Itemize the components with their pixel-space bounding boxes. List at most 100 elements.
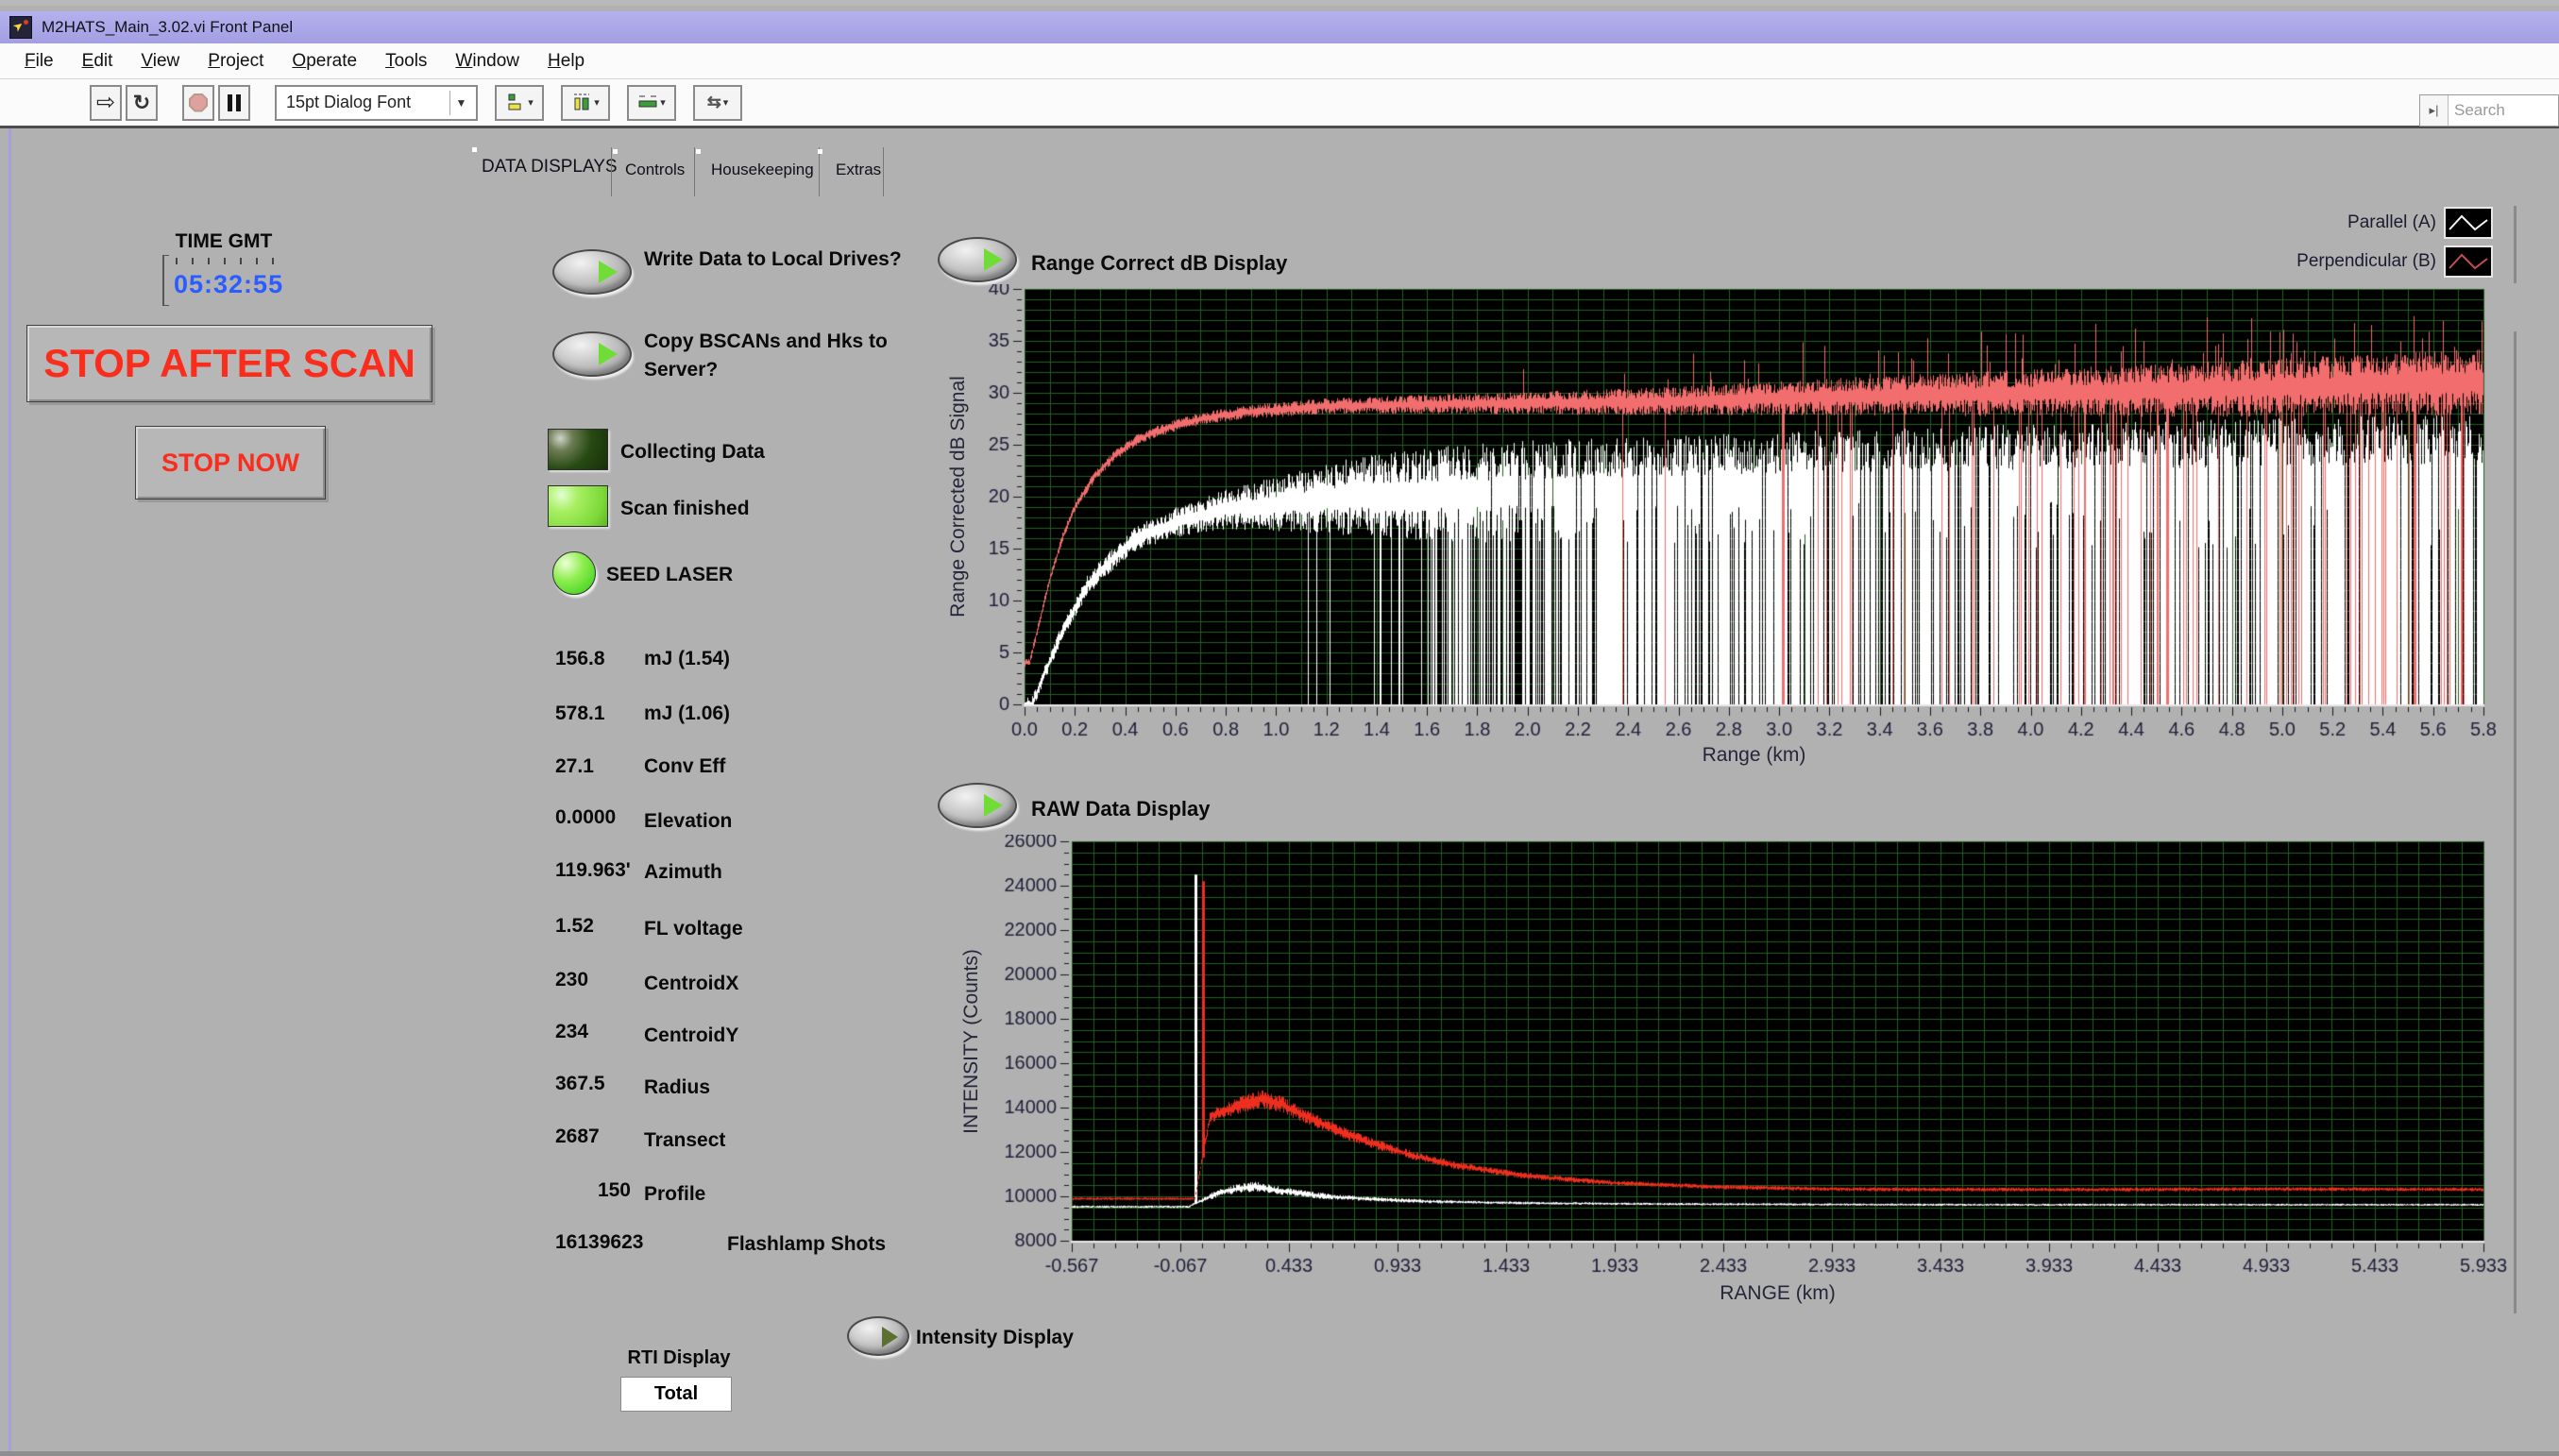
time-display-ruler-ticks xyxy=(176,258,276,264)
time-gmt-label: TIME GMT xyxy=(175,230,273,252)
tab-housekeeping[interactable]: Housekeeping xyxy=(711,161,814,178)
readout-label: Transect xyxy=(644,1129,726,1151)
readout-label: mJ (1.06) xyxy=(644,703,731,724)
readout-label: Radius xyxy=(644,1076,711,1098)
readout-value: 578.1 xyxy=(555,703,605,724)
pane-scrollbar[interactable] xyxy=(2514,206,2517,283)
tab-separator xyxy=(694,147,695,196)
scan-finished-label: Scan finished xyxy=(620,498,750,519)
toggle-triangle-icon xyxy=(599,343,618,365)
tab-corner-dot xyxy=(696,149,701,154)
readout-label: FL voltage xyxy=(644,918,743,940)
tab-separator xyxy=(883,147,884,196)
write-data-toggle[interactable] xyxy=(552,249,632,295)
raw-data-display-label: RAW Data Display xyxy=(1031,797,1211,821)
align-objects-button[interactable]: ▾ xyxy=(495,84,544,121)
readout-label: Flashlamp Shots xyxy=(727,1233,887,1255)
menu-edit[interactable]: Edit xyxy=(81,50,113,71)
run-continuously-button[interactable]: ↻ xyxy=(126,84,158,121)
run-arrow-icon: ⇨ xyxy=(95,90,116,115)
copy-bscans-toggle[interactable] xyxy=(552,331,632,377)
menu-file[interactable]: File xyxy=(25,50,54,71)
readout-value: 16139623 xyxy=(555,1231,644,1253)
tab-separator xyxy=(819,147,820,196)
toggle-triangle-icon xyxy=(882,1327,898,1347)
pause-button[interactable] xyxy=(218,84,250,121)
tab-corner-dot xyxy=(613,149,618,154)
menu-operate[interactable]: Operate xyxy=(292,50,358,71)
toolbar: ⇨ ↻ 15pt Dialog Font ▼ ▾ ▾ ▾ ⇆ ▾ xyxy=(0,79,2559,128)
range-correct-display-toggle[interactable] xyxy=(938,237,1017,282)
rti-display-dropdown[interactable]: Total xyxy=(620,1377,732,1412)
font-selector-value: 15pt Dialog Font xyxy=(286,93,412,111)
tab-data-displays[interactable]: DATA DISPLAYS xyxy=(482,157,618,177)
readout-label: Conv Eff xyxy=(644,755,726,777)
pause-icon xyxy=(228,93,241,111)
intensity-display-toggle[interactable] xyxy=(847,1316,909,1356)
search-go-icon[interactable]: ▸| xyxy=(2420,95,2449,126)
chart2-x-axis-label: RANGE (km) xyxy=(1720,1282,1836,1304)
menu-tools[interactable]: Tools xyxy=(385,50,428,71)
chevron-down-icon[interactable]: ▼ xyxy=(449,90,472,115)
tab-corner-dot xyxy=(472,147,477,152)
stop-now-button[interactable]: STOP NOW xyxy=(135,426,326,499)
legend-label: Parallel (A) xyxy=(2347,212,2436,232)
chart2-y-axis-label: INTENSITY (Counts) xyxy=(960,948,982,1134)
readout-label: CentroidX xyxy=(644,973,739,994)
align-objects-icon xyxy=(508,93,521,110)
abort-octagon-icon xyxy=(189,93,208,112)
menu-project[interactable]: Project xyxy=(208,50,264,71)
legend-swatch-perpendicular[interactable] xyxy=(2444,245,2493,278)
readout-value: 150 xyxy=(597,1179,631,1201)
chart1-y-axis-label: Range Corrected dB Signal xyxy=(947,376,969,618)
intensity-display-label: Intensity Display xyxy=(916,1327,1074,1348)
reorder-icon: ⇆ xyxy=(706,93,721,111)
labview-vi-icon xyxy=(9,16,32,39)
tab-corner-dot xyxy=(818,149,822,154)
legend-item-perpendicular: Perpendicular (B) xyxy=(2257,245,2493,278)
tab-extras[interactable]: Extras xyxy=(836,161,882,178)
distribute-objects-button[interactable]: ▾ xyxy=(561,84,610,121)
readout-label: Profile xyxy=(644,1183,706,1205)
distribute-objects-icon xyxy=(574,93,590,110)
chart1-x-axis-label: Range (km) xyxy=(1702,744,1806,766)
raw-data-display-toggle[interactable] xyxy=(938,783,1017,828)
panel-bottom-border xyxy=(0,1451,2559,1456)
toggle-triangle-icon xyxy=(599,261,618,283)
readout-value: 0.0000 xyxy=(555,806,617,828)
tab-controls[interactable]: Controls xyxy=(625,161,686,178)
readout-label: CentroidY xyxy=(644,1024,739,1046)
menu-bar: File Edit View Project Operate Tools Win… xyxy=(0,43,2559,79)
collecting-data-label: Collecting Data xyxy=(620,441,765,463)
seed-laser-led xyxy=(552,551,596,595)
run-button[interactable]: ⇨ xyxy=(90,84,122,121)
menu-help[interactable]: Help xyxy=(548,50,585,71)
write-data-label: Write Data to Local Drives? xyxy=(644,248,902,270)
legend-label: Perpendicular (B) xyxy=(2296,251,2436,271)
panel-left-border xyxy=(8,128,11,1456)
abort-button[interactable] xyxy=(182,84,214,121)
toggle-triangle-icon xyxy=(984,248,1003,271)
readout-label: mJ (1.54) xyxy=(644,648,731,669)
copy-bscans-label: Copy BSCANs and Hks to Server? xyxy=(644,330,888,381)
menu-window[interactable]: Window xyxy=(455,50,520,71)
raw-data-chart[interactable] xyxy=(982,835,2521,1307)
collecting-data-led xyxy=(548,429,608,470)
readout-value: 2687 xyxy=(555,1126,600,1147)
range-correct-display-label: Range Correct dB Display xyxy=(1031,251,1288,275)
readout-value: 156.8 xyxy=(555,648,605,669)
resize-objects-button[interactable]: ▾ xyxy=(627,84,676,121)
stop-after-scan-button[interactable]: STOP AFTER SCAN xyxy=(26,325,432,402)
title-bar[interactable]: M2HATS_Main_3.02.vi Front Panel xyxy=(0,11,2559,43)
reorder-objects-button[interactable]: ⇆ ▾ xyxy=(693,84,742,121)
pane-scrollbar[interactable] xyxy=(2514,331,2517,1313)
rti-display-label: RTI Display xyxy=(627,1347,731,1368)
legend-swatch-parallel[interactable] xyxy=(2444,207,2493,239)
tab-separator xyxy=(611,147,612,196)
search-input[interactable] xyxy=(2449,101,2558,120)
range-correct-db-chart[interactable] xyxy=(968,284,2521,766)
readout-value: 234 xyxy=(555,1021,589,1042)
font-selector[interactable]: 15pt Dialog Font ▼ xyxy=(275,84,478,121)
menu-view[interactable]: View xyxy=(141,50,180,71)
readout-value: 1.52 xyxy=(555,915,594,937)
